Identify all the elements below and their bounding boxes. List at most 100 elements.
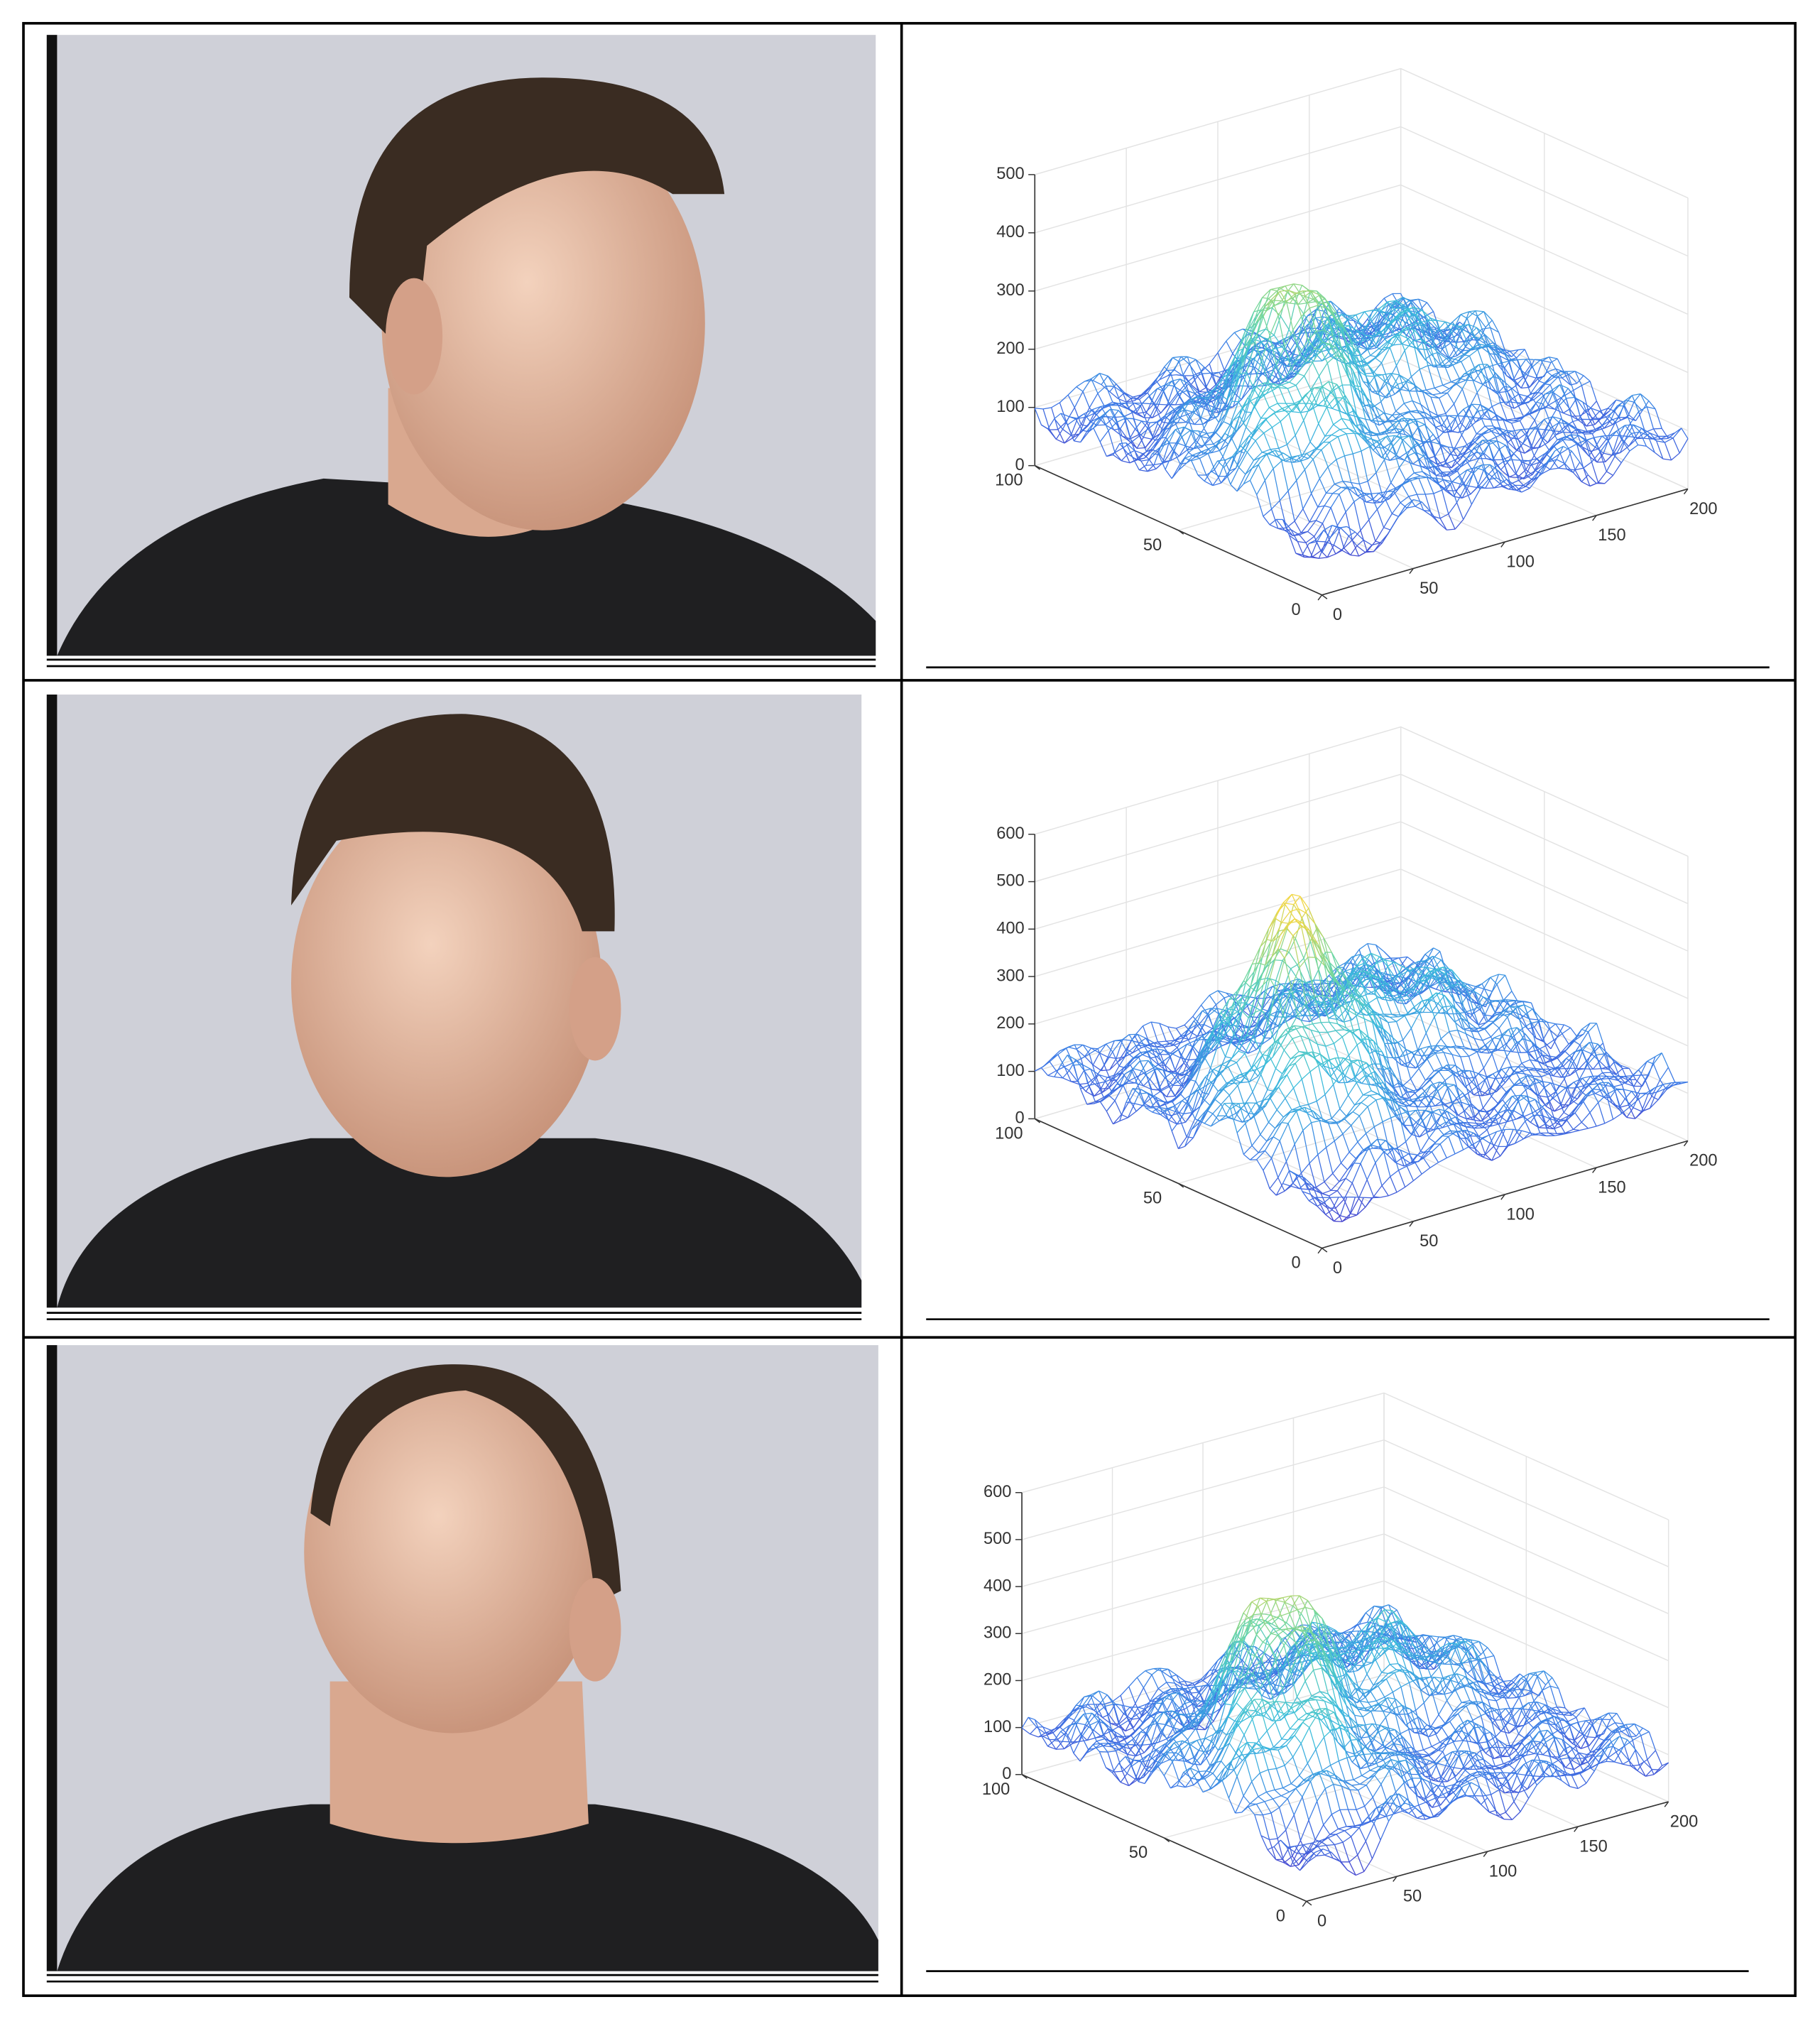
grid-line xyxy=(1035,821,1689,952)
mesh-line xyxy=(1097,386,1107,394)
mesh-line xyxy=(1635,410,1643,421)
mesh-line xyxy=(1353,501,1361,530)
mesh-line xyxy=(1170,393,1179,406)
mesh-line xyxy=(1303,290,1312,292)
mesh-line xyxy=(1477,1028,1485,1033)
mesh-line xyxy=(1412,300,1421,310)
mesh-line xyxy=(1187,357,1195,377)
mesh-line xyxy=(1671,1082,1680,1084)
mesh-line xyxy=(1292,316,1302,330)
mesh-line xyxy=(1442,384,1450,389)
y-tick-label: 0 xyxy=(1292,1254,1301,1273)
mesh-line xyxy=(1551,384,1560,391)
mesh-line xyxy=(1502,350,1510,361)
mesh-line xyxy=(1483,976,1491,989)
mesh-line xyxy=(1433,947,1441,952)
mesh-line xyxy=(1589,483,1597,487)
mesh-line xyxy=(1590,1075,1599,1077)
mesh-line xyxy=(1440,352,1449,359)
mesh-line xyxy=(1516,349,1525,359)
mesh-line xyxy=(1319,467,1329,479)
mesh-line xyxy=(1273,460,1282,469)
mesh-line xyxy=(1416,420,1424,443)
mesh-line xyxy=(1329,442,1337,460)
mesh-line xyxy=(1426,302,1434,312)
mesh-line xyxy=(1383,951,1391,959)
mesh-line xyxy=(1510,349,1519,352)
mesh-line xyxy=(1563,413,1572,417)
mesh-line xyxy=(1601,435,1611,437)
mesh-line xyxy=(1383,332,1393,336)
mesh-line xyxy=(1598,437,1608,450)
mesh-line xyxy=(1603,424,1613,429)
mesh-line xyxy=(1424,424,1434,435)
mesh-line xyxy=(1513,453,1521,461)
mesh-line xyxy=(1588,410,1596,425)
mesh-line xyxy=(1361,446,1370,452)
table-border xyxy=(22,21,1797,1998)
mesh-line xyxy=(1396,506,1406,520)
x-tick-label: 100 xyxy=(1506,1205,1534,1224)
mesh-line xyxy=(1307,530,1315,537)
mesh-line xyxy=(1613,1113,1622,1120)
mesh-line xyxy=(1600,427,1608,439)
mesh-line xyxy=(1633,1107,1642,1112)
mesh-line xyxy=(1368,508,1378,521)
mesh-line xyxy=(1444,329,1452,338)
mesh-line xyxy=(1571,415,1579,420)
mesh-line xyxy=(1546,407,1555,410)
mesh-line xyxy=(1074,391,1084,408)
mesh-line xyxy=(1638,1061,1647,1070)
mesh-line xyxy=(1295,375,1305,386)
mesh-line xyxy=(1339,494,1346,513)
mesh-line xyxy=(1344,455,1352,483)
mesh-line xyxy=(1304,469,1312,494)
mesh-line xyxy=(1547,1021,1556,1025)
mesh-line xyxy=(1626,424,1634,437)
mesh-line xyxy=(1159,403,1167,406)
mesh-line xyxy=(1473,347,1482,349)
mesh-line xyxy=(1333,418,1342,425)
mesh-line xyxy=(1455,383,1463,390)
mesh-line xyxy=(1577,410,1586,420)
mesh-line xyxy=(1528,391,1536,403)
mesh-line xyxy=(1593,1089,1602,1091)
mesh-line xyxy=(1402,484,1410,497)
mesh-line xyxy=(1477,349,1485,369)
z-tick-label: 600 xyxy=(996,825,1024,843)
mesh-line xyxy=(1631,395,1640,412)
mesh-line xyxy=(1287,480,1297,491)
mesh-line xyxy=(1309,423,1319,442)
mesh-line xyxy=(1408,494,1417,497)
mesh-line xyxy=(1285,460,1294,463)
mesh-line xyxy=(1182,364,1190,376)
mesh-line xyxy=(1569,408,1579,420)
mesh-line xyxy=(1380,533,1389,543)
mesh-line xyxy=(1446,459,1455,464)
x-tick-label: 150 xyxy=(1598,526,1625,545)
mesh-line xyxy=(1552,371,1561,376)
x-tick-label: 0 xyxy=(1333,606,1342,624)
mesh-line xyxy=(1486,345,1493,366)
mesh-line xyxy=(1418,478,1426,495)
mesh-line xyxy=(1638,406,1647,413)
mesh-line xyxy=(1326,484,1335,494)
mesh-line xyxy=(1515,376,1525,386)
mesh-line xyxy=(1418,298,1427,303)
mesh-line xyxy=(1582,401,1590,420)
mesh-line xyxy=(1589,381,1597,402)
mesh-line xyxy=(1473,328,1483,337)
x-tick-label: 200 xyxy=(1689,1152,1717,1170)
mesh-line xyxy=(1373,420,1383,423)
mesh-line xyxy=(1211,470,1220,477)
tick-mark xyxy=(1322,594,1328,599)
mesh-line xyxy=(1099,430,1109,442)
mesh-line xyxy=(1361,496,1370,521)
mesh-line xyxy=(1577,428,1586,432)
mesh-line xyxy=(1303,420,1311,442)
mesh-line xyxy=(1270,288,1277,292)
mesh-line xyxy=(1074,440,1081,443)
tick-mark xyxy=(1409,568,1415,575)
